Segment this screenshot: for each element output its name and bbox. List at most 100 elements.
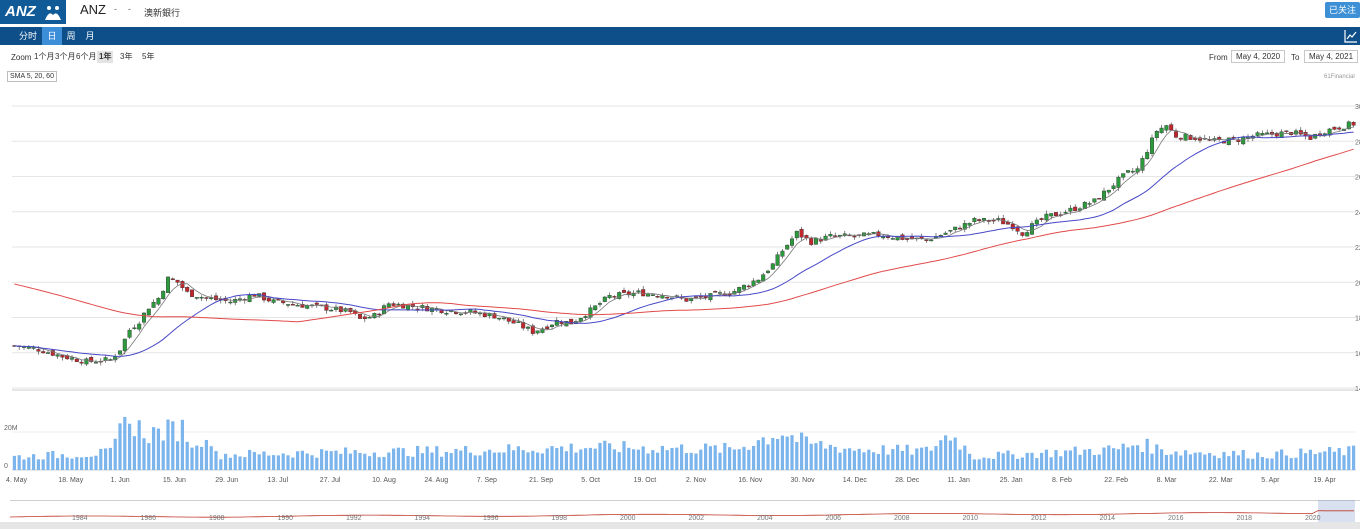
volume-bar — [1059, 456, 1063, 470]
volume-bar — [89, 456, 93, 470]
volume-bar — [142, 438, 146, 470]
y-tick-label: 30 — [1355, 104, 1360, 111]
volume-bar — [310, 455, 314, 470]
chart-type-icon[interactable] — [1344, 29, 1358, 43]
from-label: From — [1209, 53, 1228, 62]
x-tick-label: 5. Apr — [1261, 477, 1280, 484]
candle-body — [823, 235, 828, 241]
candle-body — [247, 294, 252, 302]
volume-bar — [32, 454, 36, 470]
zoom-1-month[interactable]: 1个月 — [34, 52, 55, 61]
candle-body — [1044, 213, 1049, 221]
volume-bar — [756, 440, 760, 470]
volume-bar — [1001, 453, 1005, 470]
volume-bar — [828, 444, 832, 470]
volume-bar — [344, 447, 348, 470]
candle-body — [569, 318, 574, 325]
volume-bar — [358, 452, 362, 470]
candle-body — [1087, 203, 1092, 205]
volume-bar — [152, 427, 156, 470]
candle-body — [1337, 127, 1342, 130]
candle-body — [146, 308, 151, 316]
follow-button[interactable]: 已关注 — [1325, 2, 1360, 18]
candle-body — [329, 309, 334, 312]
logo-text: ANZ — [5, 3, 36, 20]
volume-bar — [12, 455, 16, 470]
candle-body — [766, 270, 771, 273]
zoom-1-year[interactable]: 1年 — [97, 51, 114, 63]
indicator-legend[interactable]: SMA 5, 20, 60 — [7, 71, 57, 82]
tab-monthly[interactable]: 月 — [85, 31, 95, 41]
volume-bar — [809, 443, 813, 470]
x-tick-label: 21. Sep — [529, 477, 553, 484]
zoom-toolbar: Zoom 1个月 3个月 6个月 1年 3年 5年 From May 4, 20… — [0, 48, 1360, 66]
candle-body — [458, 313, 463, 316]
volume-bar — [896, 444, 900, 470]
candle-body — [814, 237, 819, 245]
candle-body — [1068, 207, 1073, 212]
candle-body — [185, 287, 190, 292]
volume-bar — [958, 449, 962, 470]
volume-bar — [334, 450, 338, 470]
to-date-input[interactable]: May 4, 2021 — [1304, 50, 1358, 63]
navigator-selection[interactable] — [1318, 500, 1355, 522]
volume-bar — [305, 453, 309, 470]
volume-bar — [579, 449, 583, 470]
candle-body — [689, 298, 694, 301]
candle-body — [290, 304, 295, 306]
volume-bar — [747, 449, 751, 470]
volume-bar — [737, 449, 741, 470]
volume-bar — [252, 451, 256, 470]
volume-bar — [939, 440, 943, 470]
volume-bar — [660, 445, 664, 470]
volume-bar — [915, 448, 919, 470]
candle-body — [545, 326, 550, 329]
volume-bar — [948, 440, 952, 470]
volume-bar — [713, 445, 717, 470]
tab-weekly[interactable]: 周 — [66, 31, 76, 41]
navigator-scrollbar[interactable] — [0, 522, 1360, 529]
candle-body — [948, 230, 953, 232]
candle-body — [137, 323, 142, 330]
volume-bar — [214, 451, 218, 470]
zoom-3-years[interactable]: 3年 — [120, 52, 133, 61]
volume-bar — [382, 456, 386, 470]
volume-bar — [478, 455, 482, 470]
header-bar: ANZ ANZ - - 澳新銀行 已关注 — [0, 0, 1360, 24]
volume-bar — [608, 443, 612, 470]
anz-logo: ANZ — [0, 0, 66, 24]
candle-body — [694, 296, 699, 298]
volume-bar — [1136, 445, 1140, 470]
tab-intraday[interactable]: 分时 — [18, 31, 37, 41]
zoom-5-years[interactable]: 5年 — [142, 52, 155, 61]
volume-bar — [1088, 448, 1092, 470]
zoom-3-months[interactable]: 3个月 — [55, 52, 76, 61]
volume-bar — [248, 449, 252, 470]
x-tick-label: 14. Dec — [843, 477, 868, 484]
volume-bar — [1284, 455, 1288, 470]
candle-body — [943, 232, 948, 235]
zoom-6-months[interactable]: 6个月 — [76, 52, 97, 61]
candle-body — [305, 305, 310, 309]
x-tick-label: 1. Jun — [111, 477, 130, 484]
volume-bar — [732, 449, 736, 470]
from-date-input[interactable]: May 4, 2020 — [1231, 50, 1285, 63]
candle-body — [228, 301, 233, 304]
y-tick-label: 20 — [1355, 280, 1360, 287]
candle-body — [938, 234, 943, 237]
volume-bar — [118, 423, 122, 470]
navigator-panel[interactable] — [10, 500, 1360, 522]
candle-body — [69, 357, 74, 360]
candle-body — [252, 294, 257, 297]
candle-body — [237, 298, 242, 301]
candle-body — [1025, 232, 1030, 237]
candle-body — [1140, 158, 1145, 171]
volume-bar — [147, 443, 151, 470]
volume-bar — [1044, 449, 1048, 470]
candle-body — [713, 291, 718, 293]
candle-body — [953, 226, 958, 231]
tab-daily[interactable]: 日 — [42, 27, 62, 45]
volume-bar — [1222, 451, 1226, 470]
volume-bar — [1265, 458, 1269, 470]
